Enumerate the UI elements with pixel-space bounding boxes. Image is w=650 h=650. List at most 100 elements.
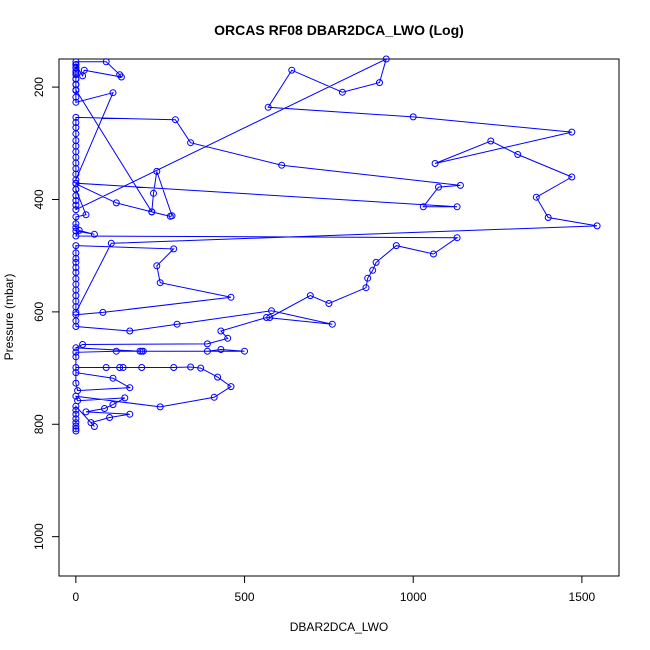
data-point (82, 408, 90, 416)
data-point (153, 167, 161, 175)
data-point (72, 206, 80, 214)
x-tick-label: 1500 (569, 590, 596, 604)
data-point (126, 384, 134, 392)
data-point (119, 364, 127, 371)
data-point (72, 364, 80, 371)
data-point (568, 128, 576, 136)
y-tick-label: 400 (32, 189, 46, 209)
x-axis: 0 500 1000 1500 (73, 576, 596, 604)
data-point (431, 160, 439, 167)
data-point (82, 211, 90, 219)
data-point (116, 71, 124, 79)
data-point (362, 284, 370, 292)
data-point (456, 181, 464, 189)
data-point (72, 406, 80, 414)
plot-frame (58, 58, 620, 577)
x-axis-label: DBAR2DCA_LWO (290, 620, 388, 634)
data-point (153, 262, 161, 270)
data-point (72, 353, 80, 361)
data-point (72, 201, 80, 209)
data-point (325, 300, 333, 307)
data-point (126, 410, 134, 418)
data-point (148, 208, 156, 216)
data-point (72, 130, 80, 138)
data-point (106, 414, 114, 421)
data-point (369, 266, 377, 274)
data-point (72, 410, 80, 418)
data-point (409, 113, 417, 121)
data-point (72, 213, 80, 221)
data-point (171, 116, 179, 124)
data-point (75, 226, 83, 234)
data-point (138, 364, 146, 371)
x-tick-label: 500 (235, 590, 255, 604)
data-point (306, 292, 314, 300)
data-point (544, 214, 552, 221)
data-point (112, 347, 120, 355)
data-point (227, 293, 235, 301)
data-point (72, 311, 80, 319)
data-point (72, 98, 80, 106)
data-point (72, 176, 80, 184)
data-point (72, 197, 80, 205)
data-point (568, 173, 576, 181)
data-point (197, 364, 205, 372)
data-point (72, 86, 80, 94)
data-point (99, 308, 107, 316)
data-point (72, 185, 80, 193)
data-point (87, 419, 95, 427)
data-point (288, 66, 296, 74)
data-point (72, 220, 80, 228)
x-tick-label: 1000 (400, 590, 427, 604)
data-point (392, 242, 400, 250)
data-point (241, 347, 248, 355)
x-tick-label: 0 (73, 590, 80, 604)
data-point (453, 203, 461, 211)
data-point (72, 427, 80, 435)
data-point (170, 364, 178, 371)
data-point (72, 379, 80, 387)
data-point (72, 232, 80, 240)
data-point (224, 334, 232, 342)
data-point (102, 58, 110, 66)
data-point (532, 193, 540, 201)
data-point (72, 415, 80, 423)
data-point (435, 183, 442, 191)
data-point (109, 89, 117, 97)
data-point (90, 230, 98, 238)
data-point (72, 369, 80, 377)
data-point (72, 258, 80, 266)
data-point (217, 346, 225, 353)
data-point (109, 401, 117, 409)
data-point (170, 245, 178, 253)
data-point (593, 222, 601, 230)
data-point (173, 320, 181, 328)
data-point (102, 364, 110, 371)
series-line (73, 58, 598, 431)
data-point (217, 327, 225, 335)
data-point (101, 405, 108, 412)
data-point (263, 314, 270, 321)
data-point (121, 394, 129, 402)
data-point (187, 363, 195, 371)
data-point (453, 234, 461, 242)
data-point (203, 340, 211, 348)
y-axis-label: Pressure (mbar) (2, 274, 16, 361)
data-point (90, 423, 98, 430)
data-point (72, 119, 80, 126)
data-point (72, 308, 80, 316)
data-point (210, 393, 218, 401)
data-point (72, 348, 80, 356)
data-point (430, 250, 437, 258)
data-point (72, 93, 80, 101)
data-point (419, 203, 427, 211)
data-point (187, 139, 195, 147)
data-point (487, 137, 495, 145)
data-point (150, 189, 157, 197)
data-point (203, 347, 211, 355)
data-point (72, 242, 80, 250)
data-point (74, 397, 82, 405)
data-point (112, 199, 120, 207)
